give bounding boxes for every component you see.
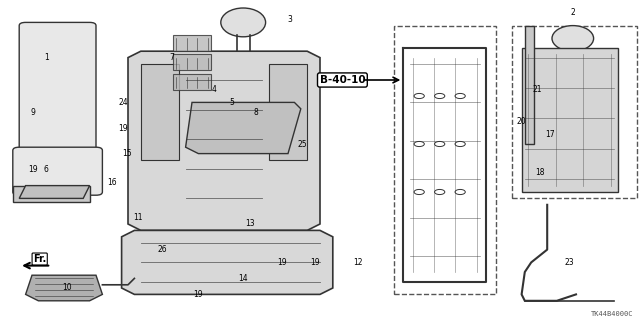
Text: 15: 15 [122, 149, 132, 158]
Text: 19: 19 [310, 258, 320, 267]
Text: 17: 17 [545, 130, 556, 139]
Polygon shape [26, 275, 102, 301]
Polygon shape [128, 51, 320, 230]
Polygon shape [19, 186, 90, 198]
Text: Fr.: Fr. [33, 254, 46, 264]
Polygon shape [141, 64, 179, 160]
Text: 10: 10 [62, 284, 72, 292]
Text: 20: 20 [516, 117, 527, 126]
Text: 24: 24 [118, 98, 129, 107]
Text: 7: 7 [169, 53, 174, 62]
Text: 21: 21 [533, 85, 542, 94]
Ellipse shape [552, 26, 593, 51]
Text: 19: 19 [118, 124, 128, 132]
Text: 5: 5 [229, 98, 234, 107]
Text: B-40-10: B-40-10 [319, 75, 365, 85]
Text: 16: 16 [107, 178, 117, 187]
Polygon shape [186, 102, 301, 154]
Text: 18: 18 [535, 168, 544, 177]
Text: 19: 19 [193, 290, 204, 299]
Text: 4: 4 [212, 85, 217, 94]
Polygon shape [525, 26, 534, 144]
Text: 19: 19 [276, 258, 287, 267]
Text: 9: 9 [31, 108, 36, 116]
Text: 1: 1 [44, 53, 49, 62]
Text: 11: 11 [133, 213, 142, 222]
Polygon shape [173, 54, 211, 70]
Text: 26: 26 [157, 245, 167, 254]
Text: 14: 14 [238, 274, 248, 283]
Text: 19: 19 [28, 165, 38, 174]
Text: 6: 6 [44, 165, 49, 174]
Text: 13: 13 [244, 220, 255, 228]
Text: 25: 25 [298, 140, 308, 148]
Text: 8: 8 [253, 108, 259, 116]
Polygon shape [173, 74, 211, 90]
Polygon shape [173, 35, 211, 51]
Polygon shape [269, 64, 307, 160]
Polygon shape [122, 230, 333, 294]
Ellipse shape [221, 8, 266, 37]
FancyBboxPatch shape [19, 22, 96, 157]
Text: 23: 23 [564, 258, 575, 267]
Text: 3: 3 [287, 15, 292, 24]
FancyBboxPatch shape [13, 147, 102, 195]
Text: 12: 12 [354, 258, 363, 267]
Text: TK44B4000C: TK44B4000C [591, 311, 634, 317]
Polygon shape [522, 48, 618, 192]
Text: 2: 2 [570, 8, 575, 17]
Polygon shape [13, 186, 90, 202]
